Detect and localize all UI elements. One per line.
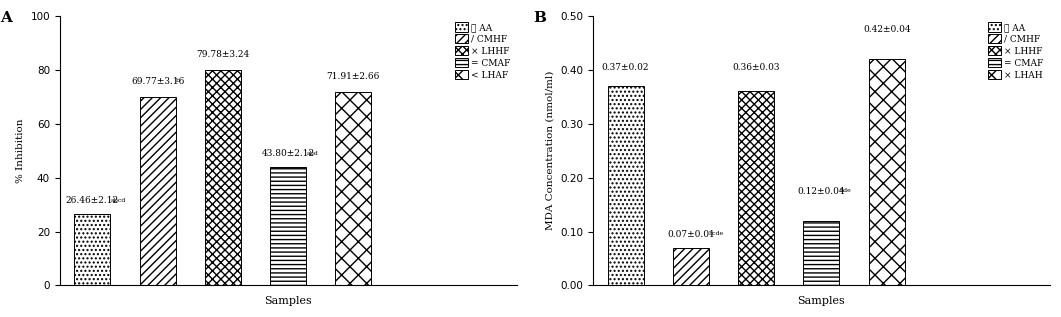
Text: 0.37±0.02: 0.37±0.02 — [602, 63, 649, 72]
Text: abcd: abcd — [110, 197, 126, 203]
Bar — [869, 59, 905, 286]
Legend: ∴ AA, / CMHF, × LHHF, = CMAF, < LHAF: ∴ AA, / CMHF, × LHHF, = CMAF, < LHAF — [453, 21, 512, 81]
Bar — [205, 70, 241, 286]
Text: 0.36±0.03: 0.36±0.03 — [732, 63, 780, 72]
Text: abd: abd — [307, 151, 318, 156]
Text: bde: bde — [839, 188, 852, 193]
Text: 0.07±0.01: 0.07±0.01 — [667, 230, 715, 239]
Text: B: B — [534, 10, 546, 25]
Legend: ∴ AA, / CMHF, × LHHF, = CMAF, × LHAH: ∴ AA, / CMHF, × LHHF, = CMAF, × LHAH — [986, 21, 1045, 81]
Text: 26.46±2.12: 26.46±2.12 — [66, 196, 119, 205]
Bar — [74, 214, 110, 286]
Bar — [738, 91, 775, 286]
Bar — [803, 221, 839, 286]
Bar — [140, 97, 175, 286]
Bar — [608, 86, 644, 286]
Text: 43.80±2.12: 43.80±2.12 — [262, 150, 315, 158]
Text: 69.77±3.16: 69.77±3.16 — [131, 77, 185, 86]
X-axis label: Samples: Samples — [264, 296, 312, 306]
Y-axis label: MDA Concentration (nmol/ml): MDA Concentration (nmol/ml) — [545, 71, 555, 230]
Bar — [271, 167, 307, 286]
Bar — [335, 92, 371, 286]
Text: A: A — [0, 10, 12, 25]
Text: 0.12±0.04: 0.12±0.04 — [798, 187, 846, 196]
Y-axis label: % Inhibition: % Inhibition — [16, 119, 24, 183]
Text: 71.91±2.66: 71.91±2.66 — [327, 72, 380, 81]
Text: b: b — [176, 78, 180, 83]
Bar — [673, 248, 709, 286]
Text: 79.78±3.24: 79.78±3.24 — [196, 49, 249, 59]
Text: 0.42±0.04: 0.42±0.04 — [863, 25, 910, 34]
Text: bcde: bcde — [709, 231, 725, 236]
X-axis label: Samples: Samples — [798, 296, 846, 306]
